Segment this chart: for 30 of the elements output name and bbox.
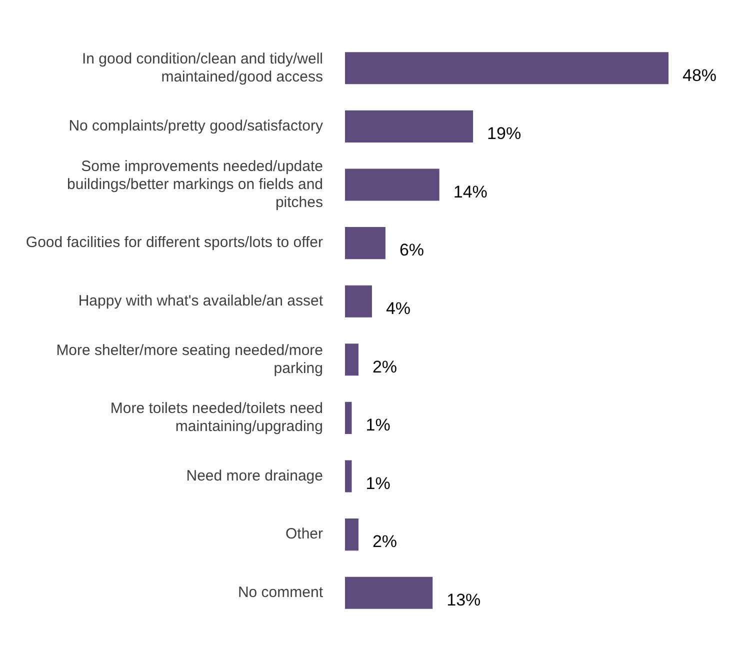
data-label: 6% (399, 240, 424, 260)
data-label: 19% (487, 124, 522, 144)
data-label: 2% (372, 532, 398, 552)
bar (345, 285, 372, 318)
bar (345, 344, 358, 376)
bar (345, 168, 440, 201)
data-label: 2% (372, 357, 398, 376)
bar (345, 518, 358, 551)
data-label: 48% (682, 66, 717, 85)
data-label: 13% (446, 590, 481, 610)
bar (345, 52, 669, 84)
y-tick-label: Happy with what's available/an asset (78, 292, 324, 310)
bar (345, 227, 386, 260)
data-label: 1% (366, 474, 390, 493)
y-tick-label: No complaints/pretty good/satisfactory (68, 118, 324, 135)
data-label: 14% (453, 182, 488, 202)
y-tick-label: Need more drainage (186, 467, 323, 484)
y-tick-label: Good facilities for different sports/lots to offer (26, 234, 324, 252)
y-tick-label: Some improvements needed/update buildings/better markings on fields and pitches (67, 158, 323, 211)
y-tick-label: No comment (238, 584, 324, 601)
y-tick-label: More shelter/more seating needed/more parking (56, 342, 323, 377)
y-tick-label: In good condition/clean and tidy/well maintained/good access (82, 50, 323, 86)
data-label: 4% (386, 299, 411, 318)
y-tick-label: Other (285, 526, 324, 543)
y-tick-label: More toilets needed/toilets need maintaining/upgrading (110, 400, 323, 436)
bar (345, 402, 352, 434)
bar (345, 576, 433, 609)
bar (345, 110, 474, 142)
bar (345, 460, 352, 492)
data-label: 1% (366, 416, 390, 435)
